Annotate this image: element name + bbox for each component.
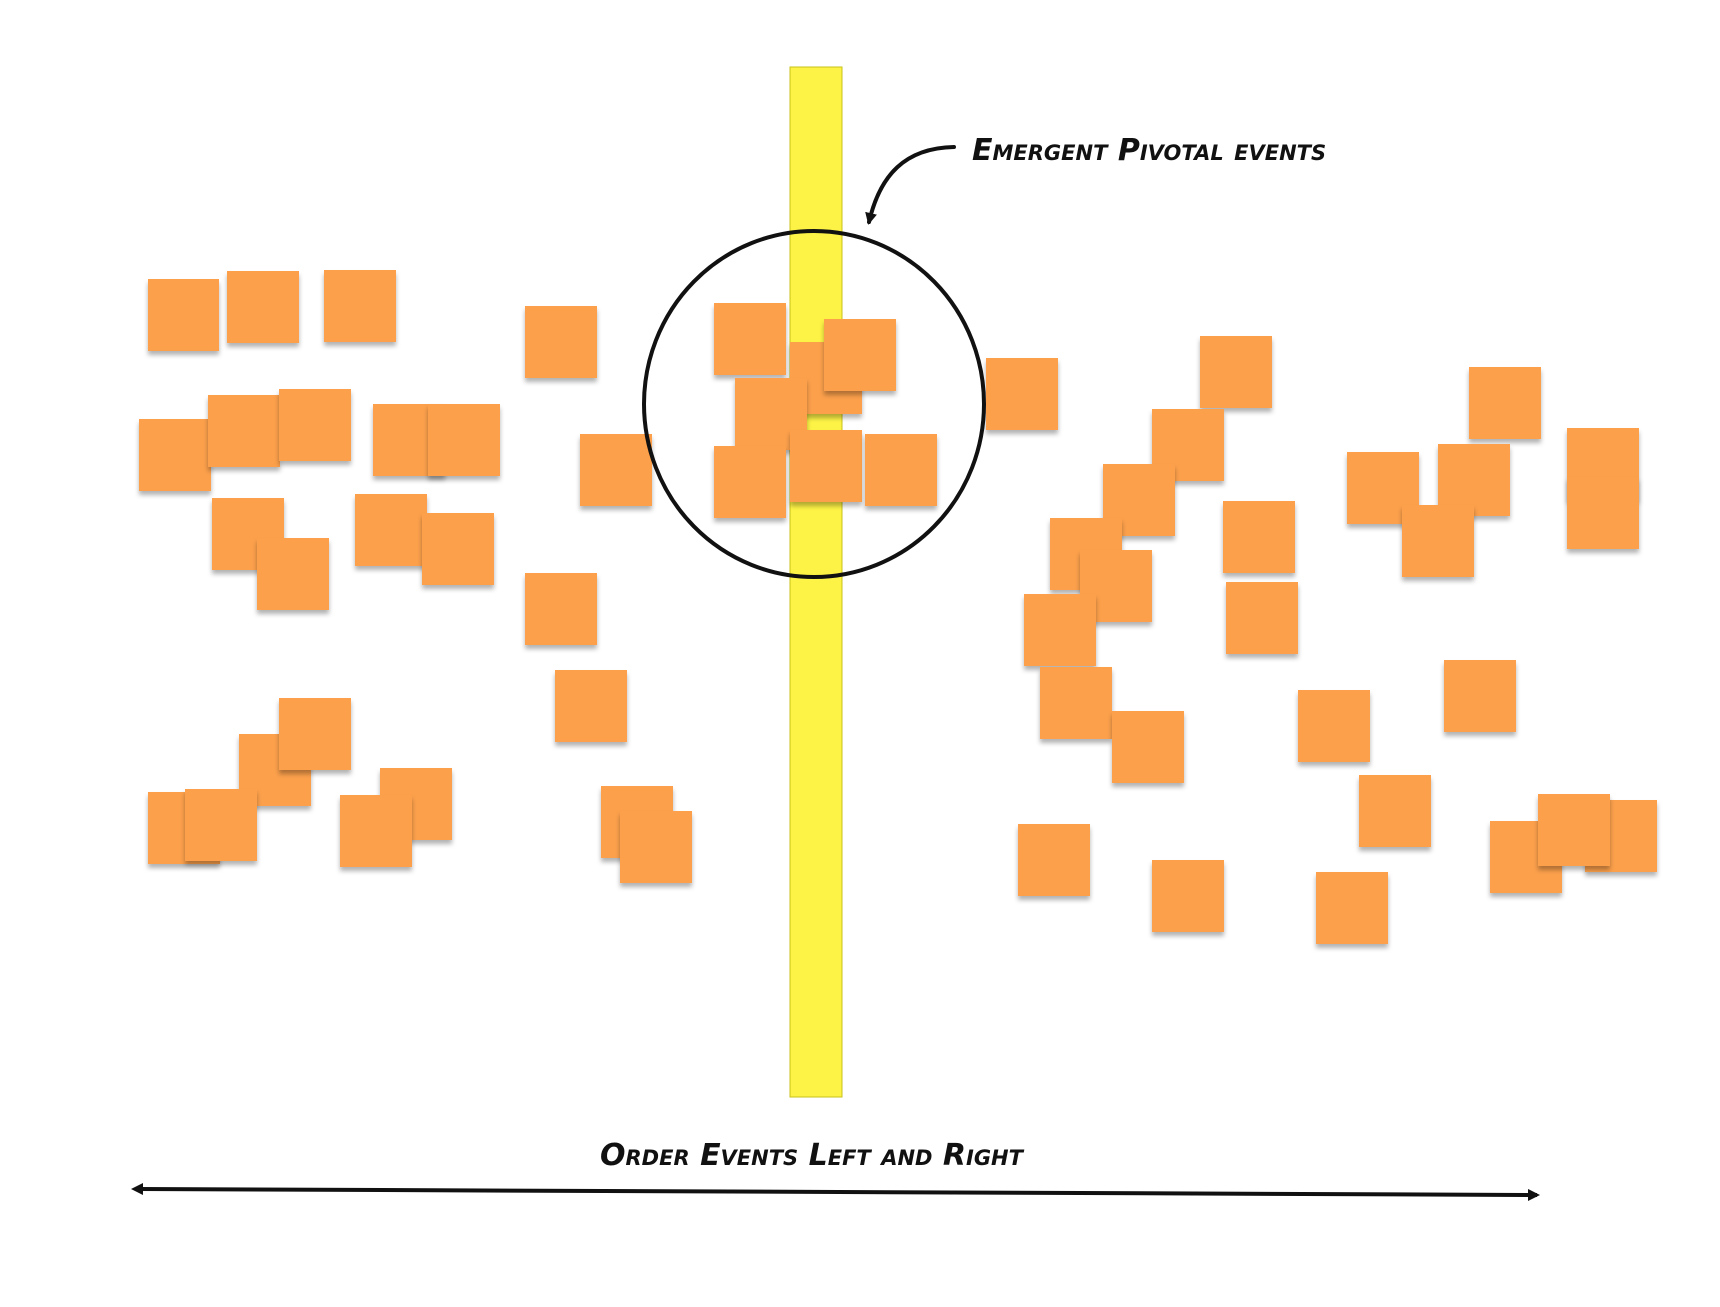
pivotal-events-label: Emergent Pivotal events (972, 133, 1326, 168)
sticky-note[interactable] (824, 319, 896, 391)
sticky-note[interactable] (1040, 667, 1112, 739)
sticky-note[interactable] (865, 434, 937, 506)
sticky-note[interactable] (257, 538, 329, 610)
sticky-note[interactable] (555, 670, 627, 742)
sticky-note[interactable] (1359, 775, 1431, 847)
sticky-note[interactable] (428, 404, 500, 476)
sticky-note[interactable] (986, 358, 1058, 430)
sticky-note[interactable] (324, 270, 396, 342)
sticky-note[interactable] (1298, 690, 1370, 762)
sticky-note[interactable] (1567, 477, 1639, 549)
sticky-note[interactable] (525, 306, 597, 378)
pivotal-highlight-circle (642, 229, 986, 579)
sticky-note[interactable] (1444, 660, 1516, 732)
sticky-note[interactable] (1316, 872, 1388, 944)
sticky-note[interactable] (1018, 824, 1090, 896)
sticky-note[interactable] (185, 789, 257, 861)
sticky-note[interactable] (355, 494, 427, 566)
sticky-note[interactable] (580, 434, 652, 506)
sticky-note[interactable] (525, 573, 597, 645)
sticky-note[interactable] (1024, 594, 1096, 666)
sticky-notes-group (139, 270, 1657, 944)
sticky-note[interactable] (148, 279, 219, 351)
sticky-note[interactable] (714, 303, 786, 375)
sticky-note[interactable] (714, 446, 786, 518)
sticky-note[interactable] (1402, 505, 1474, 577)
double-headed-arrow-icon (131, 1183, 1540, 1201)
pivotal-event-band (789, 66, 843, 1098)
sticky-note[interactable] (227, 271, 299, 343)
sticky-note[interactable] (1226, 582, 1298, 654)
sticky-note[interactable] (1438, 444, 1510, 516)
curved-arrow-icon (865, 145, 956, 225)
sticky-note[interactable] (620, 811, 692, 883)
sticky-note[interactable] (208, 395, 280, 467)
sticky-note[interactable] (1152, 860, 1224, 932)
sticky-note[interactable] (1200, 336, 1272, 408)
sticky-note[interactable] (279, 389, 351, 461)
sticky-note[interactable] (279, 698, 351, 770)
sticky-note[interactable] (790, 430, 862, 502)
sticky-note[interactable] (422, 513, 494, 585)
sticky-note[interactable] (1538, 794, 1610, 866)
sticky-note[interactable] (139, 419, 211, 491)
sticky-note[interactable] (1112, 711, 1184, 783)
sticky-note[interactable] (1223, 501, 1295, 573)
sticky-note[interactable] (340, 795, 412, 867)
sticky-note[interactable] (1469, 367, 1541, 439)
order-events-label: Order Events Left and Right (600, 1138, 1025, 1173)
